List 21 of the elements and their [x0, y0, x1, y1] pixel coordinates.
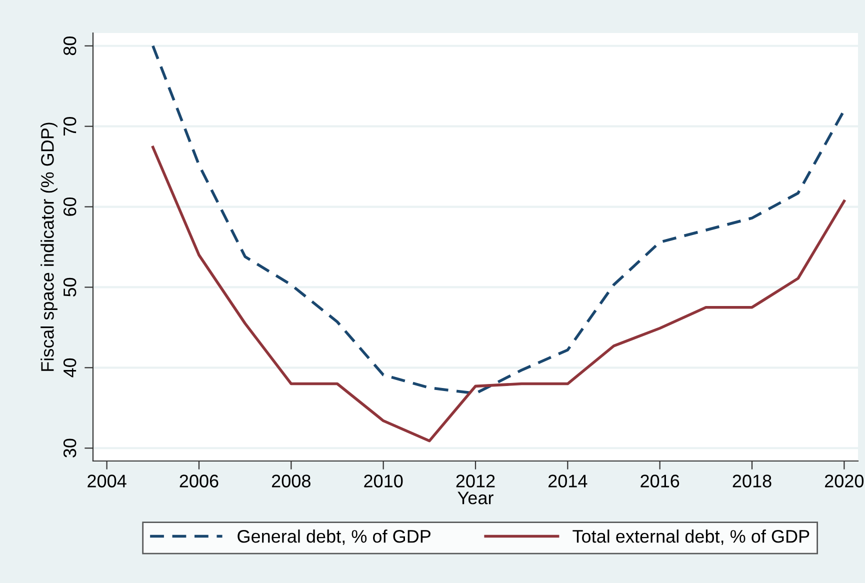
x-tick-label: 2014	[548, 474, 588, 488]
x-tick-label: 2020	[825, 474, 864, 488]
x-tick-label: 2018	[732, 474, 772, 488]
x-axis-title: Year	[458, 492, 494, 504]
y-tick-label: 80	[63, 36, 76, 56]
x-tick-label: 2008	[272, 474, 310, 488]
x-tick-label: 2016	[640, 474, 680, 488]
y-tick-label: 30	[63, 438, 76, 458]
x-tick-label: 2012	[456, 474, 495, 488]
x-tick-label: 2010	[364, 474, 403, 488]
y-axis-title: Fiscal space indicator (% GDP)	[40, 122, 58, 371]
y-tick-label: 40	[63, 358, 76, 378]
legend-label: General debt, % of GDP	[238, 530, 430, 545]
y-tick-label: 70	[63, 116, 76, 136]
y-tick-label: 60	[63, 197, 76, 216]
line-series	[152, 44, 846, 395]
x-tick-label: 2006	[180, 474, 218, 488]
y-tick-label: 50	[63, 278, 76, 297]
line-series	[152, 146, 846, 442]
x-tick-label: 2004	[88, 474, 126, 488]
legend-label: Total external debt, % of GDP	[572, 530, 810, 545]
